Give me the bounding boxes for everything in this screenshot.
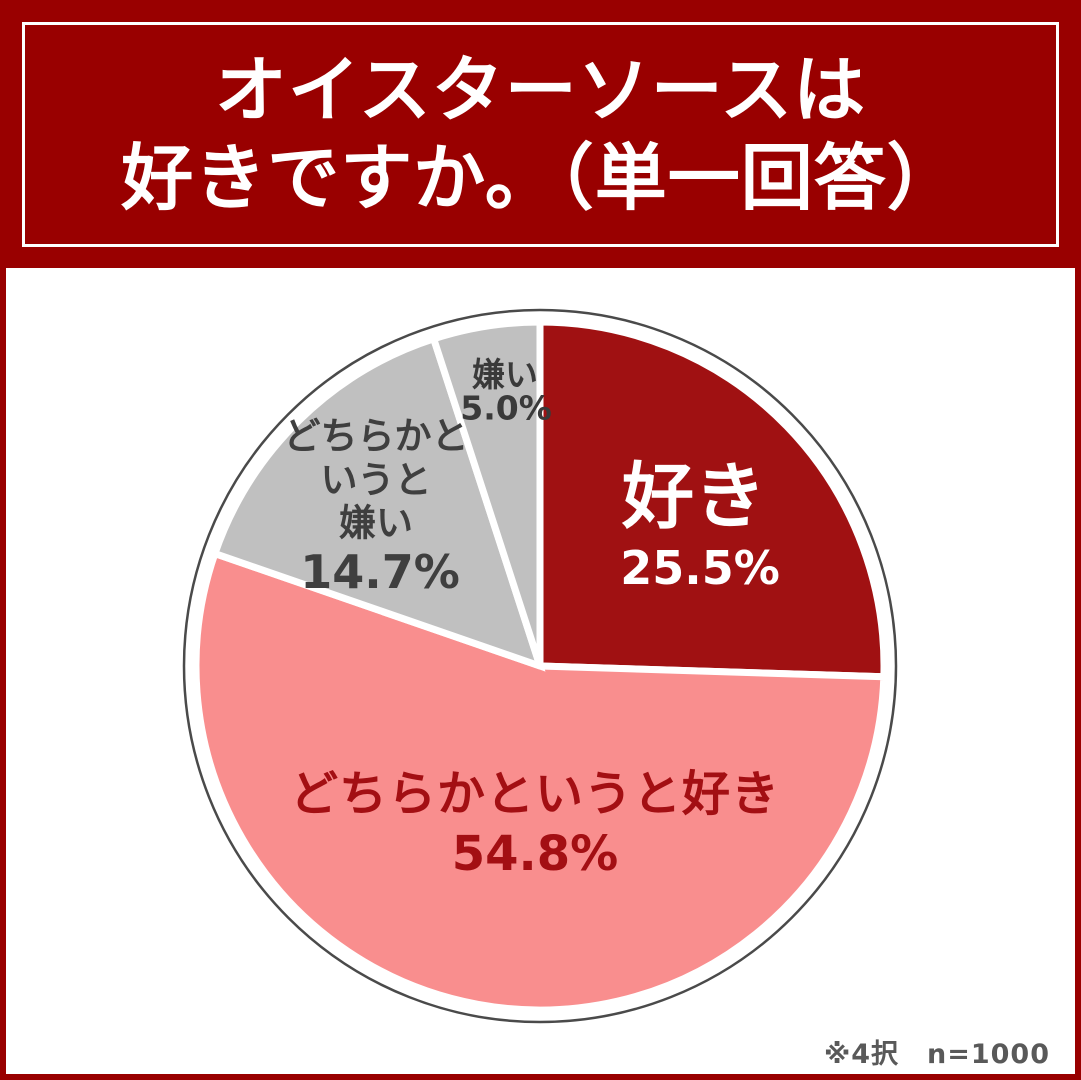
slice-value-kirai: 5.0% — [460, 388, 552, 428]
slice-label-kirai: 嫌い — [472, 355, 538, 394]
sample-size-note: ※4択 n=1000 — [823, 1039, 1050, 1070]
slice-label-dochira-suki: どちらかというと好き — [289, 766, 781, 822]
slice-value-dochira-suki: 54.8% — [451, 826, 619, 882]
pie-slice-0 — [536, 318, 888, 681]
pie-slice-1 — [192, 549, 888, 1014]
pie-slice-3 — [429, 318, 544, 668]
slice-value-suki: 25.5% — [620, 541, 780, 595]
page-title: オイスターソースは 好きですか。（単一回答） — [121, 47, 960, 220]
slice-value-dochira-kirai: 14.7% — [300, 545, 460, 599]
title-border-frame: オイスターソースは 好きですか。（単一回答） — [22, 22, 1059, 247]
slice-label-suki: 好き — [621, 454, 767, 539]
pie-outline-circle — [182, 308, 898, 1024]
title-banner: オイスターソースは 好きですか。（単一回答） — [0, 0, 1081, 268]
slice-label-dochira-kirai: どちらかと いうと 嫌い — [283, 414, 469, 545]
